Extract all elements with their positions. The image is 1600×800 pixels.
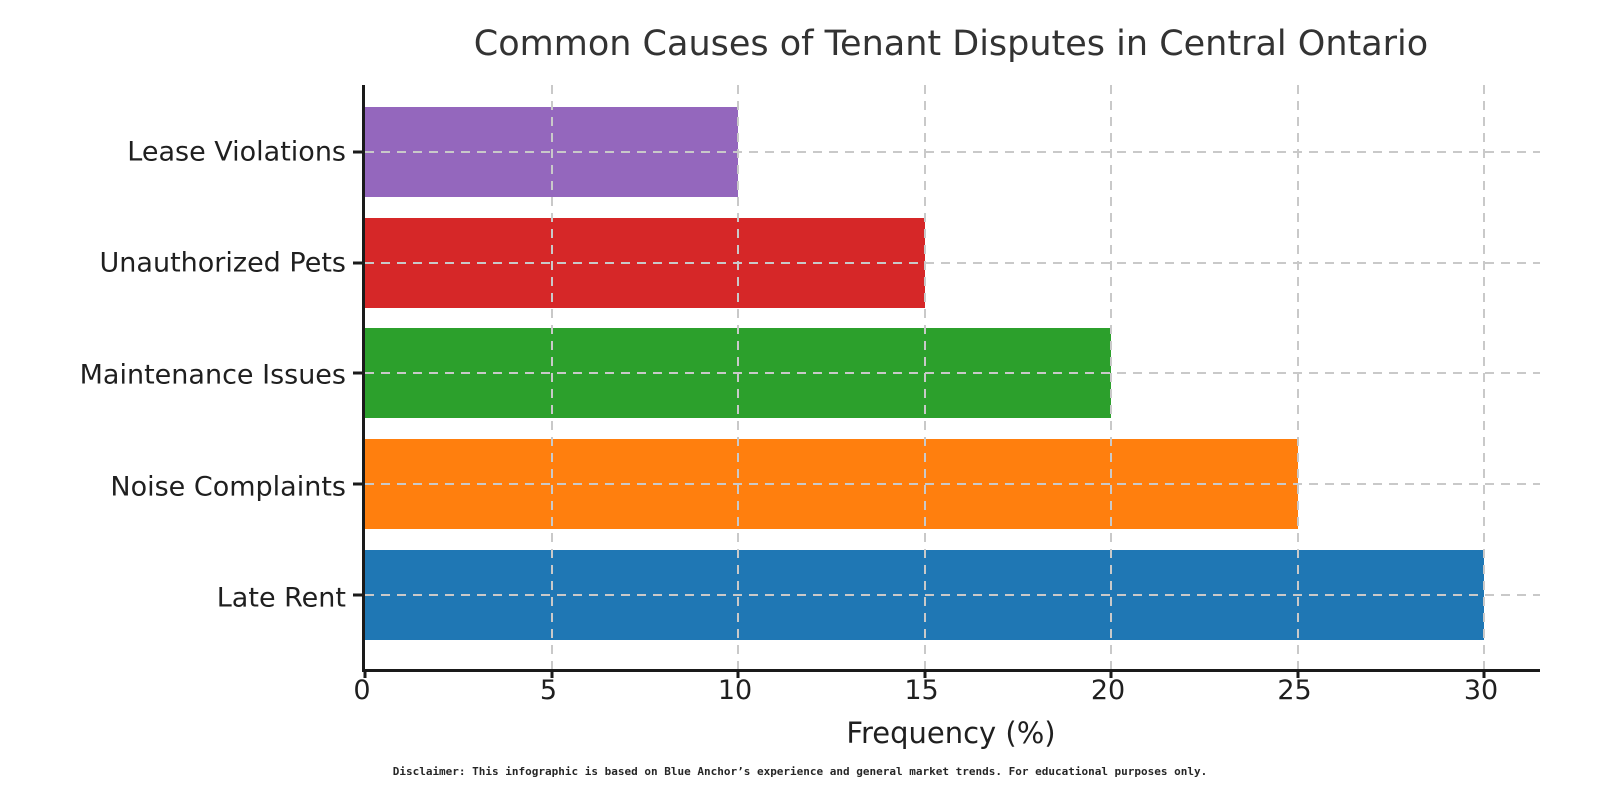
x-tick-label: 15 bbox=[904, 675, 939, 706]
y-tick-mark bbox=[353, 482, 363, 486]
plot-area bbox=[353, 85, 1540, 678]
chart-title: Common Causes of Tenant Disputes in Cent… bbox=[473, 24, 1429, 64]
category-label: Unauthorized Pets bbox=[99, 247, 346, 279]
category-label: Lease Violations bbox=[127, 136, 346, 168]
y-axis-labels: Lease Violations Unauthorized Pets Mainten… bbox=[0, 85, 346, 672]
y-tick-mark bbox=[353, 371, 363, 375]
h-gridline bbox=[365, 483, 1540, 486]
v-gridline bbox=[1296, 85, 1299, 669]
x-tick-mark bbox=[736, 669, 740, 678]
x-tick-mark bbox=[1109, 669, 1113, 678]
h-gridline bbox=[365, 261, 1540, 264]
v-gridline bbox=[1110, 85, 1113, 669]
h-gridline bbox=[365, 372, 1540, 375]
x-tick-mark bbox=[1296, 669, 1300, 678]
y-tick-mark bbox=[353, 593, 363, 597]
x-axis-title: Frequency (%) bbox=[846, 716, 1056, 750]
y-tick-mark bbox=[353, 150, 363, 154]
v-gridline bbox=[737, 85, 740, 669]
x-tick-label: 20 bbox=[1090, 675, 1126, 706]
x-tick-mark bbox=[550, 669, 553, 678]
x-tick-mark bbox=[923, 669, 927, 678]
v-gridline bbox=[1483, 85, 1486, 669]
x-tick-label: 10 bbox=[717, 675, 753, 706]
y-tick-mark bbox=[353, 261, 363, 265]
h-gridline bbox=[365, 594, 1540, 597]
disclaimer-text: Disclaimer: This infographic is based on… bbox=[392, 765, 1208, 778]
h-gridline bbox=[365, 150, 1540, 153]
x-tick-label: 25 bbox=[1277, 675, 1312, 706]
category-label: Noise Complaints bbox=[110, 471, 346, 502]
v-gridline bbox=[550, 85, 553, 669]
x-tick-mark bbox=[1482, 669, 1486, 678]
x-tick-mark bbox=[363, 669, 367, 678]
x-tick-label: 5 bbox=[539, 675, 558, 706]
category-label: Late Rent bbox=[216, 582, 346, 614]
x-tick-label: 30 bbox=[1463, 675, 1499, 706]
category-label: Maintenance Issues bbox=[79, 359, 346, 391]
x-tick-label: 0 bbox=[353, 675, 371, 706]
v-gridline bbox=[923, 85, 926, 669]
